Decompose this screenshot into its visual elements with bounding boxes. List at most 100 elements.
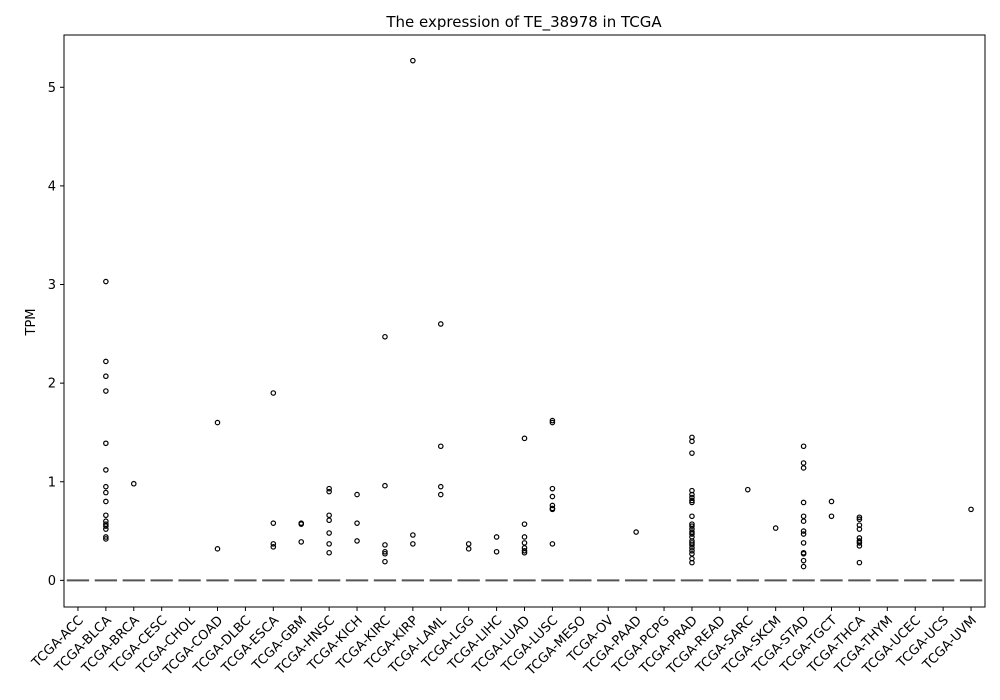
outlier-point-22-4 — [689, 491, 695, 498]
y-tick-label-3: 3 — [48, 278, 56, 293]
y-tick-label-4: 4 — [48, 179, 56, 194]
outlier-point-7-2 — [270, 541, 277, 547]
outlier-point-9-5 — [326, 541, 332, 547]
outlier-point-16-5 — [521, 547, 528, 554]
outlier-point-12-2 — [410, 541, 416, 547]
outlier-point-1-6 — [103, 483, 109, 490]
outlier-point-28-3 — [856, 526, 863, 532]
outlier-point-26-1 — [800, 460, 807, 466]
outlier-point-22-1 — [689, 438, 695, 445]
outlier-point-11-3 — [382, 548, 388, 555]
outlier-point-1-8 — [103, 498, 109, 505]
outlier-point-13-1 — [437, 443, 444, 450]
outlier-point-26-8 — [800, 540, 807, 546]
outlier-point-9-2 — [326, 512, 332, 519]
outlier-point-8-2 — [298, 539, 305, 545]
outlier-point-9-4 — [326, 530, 332, 536]
outlier-point-22-10 — [689, 523, 695, 529]
outlier-point-17-2 — [549, 485, 556, 492]
outlier-point-22-13 — [689, 531, 695, 537]
outlier-point-12-1 — [410, 532, 416, 538]
outlier-point-27-1 — [828, 513, 835, 520]
outlier-point-22-22 — [689, 559, 695, 566]
outlier-point-32-0 — [968, 506, 974, 513]
outlier-point-26-2 — [800, 465, 807, 471]
outlier-point-26-4 — [800, 513, 807, 520]
outlier-point-1-7 — [103, 489, 109, 496]
outlier-point-9-1 — [326, 488, 332, 495]
outlier-point-17-1 — [549, 419, 556, 426]
y-tick-label-1: 1 — [48, 475, 56, 490]
outlier-point-9-3 — [326, 517, 332, 524]
outlier-point-17-6 — [549, 506, 556, 513]
outlier-point-1-15 — [103, 536, 109, 542]
outlier-point-5-1 — [214, 546, 221, 552]
outlier-point-16-1 — [521, 521, 528, 527]
outlier-point-16-2 — [521, 534, 528, 540]
outlier-point-17-0 — [549, 417, 556, 424]
plot-frame — [63, 34, 986, 608]
outlier-point-10-1 — [354, 520, 360, 526]
outlier-point-11-2 — [382, 542, 388, 548]
outlier-point-22-20 — [689, 550, 695, 557]
y-tick-label-5: 5 — [48, 81, 56, 96]
outlier-point-15-0 — [493, 534, 500, 540]
outlier-point-1-12 — [103, 523, 109, 529]
outlier-point-16-0 — [521, 435, 528, 442]
outlier-point-22-17 — [689, 542, 695, 548]
outlier-point-14-1 — [465, 546, 472, 552]
outlier-point-17-3 — [549, 493, 556, 500]
outlier-point-26-7 — [800, 531, 807, 537]
outlier-point-2-0 — [130, 480, 137, 487]
outlier-point-11-1 — [382, 482, 388, 489]
outlier-point-15-1 — [493, 548, 500, 555]
outlier-point-26-6 — [800, 528, 807, 534]
outlier-point-13-3 — [437, 491, 444, 498]
outlier-point-1-1 — [103, 358, 109, 365]
outlier-point-1-2 — [103, 373, 109, 380]
outlier-point-26-3 — [800, 499, 807, 506]
outlier-point-22-8 — [689, 513, 695, 520]
outlier-point-26-0 — [800, 443, 807, 450]
outlier-point-28-1 — [856, 516, 863, 523]
outlier-point-1-3 — [103, 388, 109, 394]
outlier-point-16-3 — [521, 540, 528, 546]
outlier-point-26-5 — [800, 518, 807, 525]
outlier-point-22-19 — [689, 547, 695, 554]
outlier-point-16-6 — [521, 549, 528, 556]
outlier-point-11-5 — [382, 558, 388, 565]
outlier-point-1-14 — [103, 534, 109, 540]
outlier-point-22-7 — [689, 499, 695, 506]
outlier-point-26-10 — [800, 550, 807, 557]
outlier-point-10-2 — [354, 538, 360, 544]
outlier-point-27-0 — [828, 498, 835, 505]
outlier-point-9-6 — [326, 549, 332, 556]
outlier-point-24-0 — [744, 486, 751, 493]
outlier-point-22-6 — [689, 497, 695, 504]
outlier-point-11-0 — [382, 333, 388, 340]
outlier-point-28-6 — [856, 540, 863, 546]
outlier-point-1-13 — [103, 526, 109, 532]
outlier-point-7-0 — [270, 390, 277, 396]
outlier-point-28-8 — [856, 559, 863, 566]
outlier-point-5-0 — [214, 419, 221, 426]
outlier-point-8-1 — [298, 521, 305, 527]
outlier-point-14-0 — [465, 541, 472, 547]
outlier-point-1-5 — [103, 467, 109, 473]
outlier-point-9-0 — [326, 485, 332, 492]
outlier-point-1-9 — [103, 512, 109, 519]
y-tick-label-2: 2 — [48, 377, 56, 392]
y-tick-label-0: 0 — [48, 574, 56, 589]
outlier-point-28-7 — [856, 543, 863, 549]
outlier-point-11-4 — [382, 550, 388, 557]
outlier-point-7-3 — [270, 544, 277, 550]
outlier-point-1-4 — [103, 440, 109, 447]
outlier-point-1-0 — [103, 278, 109, 285]
outlier-point-7-1 — [270, 520, 277, 526]
outlier-point-10-0 — [354, 491, 360, 498]
y-axis-label: TPM — [24, 309, 39, 337]
outlier-point-26-12 — [800, 563, 807, 570]
outlier-point-22-18 — [689, 545, 695, 551]
chart-title: The expression of TE_38978 in TCGA — [385, 13, 662, 32]
